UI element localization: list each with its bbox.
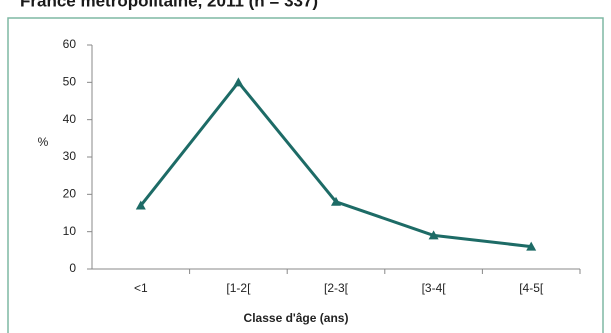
y-axis-title: % [38,135,49,149]
x-axis-title: Classe d'âge (ans) [244,311,349,325]
marker [331,196,341,206]
marker [526,241,537,251]
marker [135,200,146,210]
x-tick-label: [4-5[ [519,281,544,295]
y-tick-label: 60 [63,37,77,51]
x-tick-label: [2-3[ [324,281,349,295]
y-tick-label: 20 [63,187,77,201]
y-tick-label: 30 [63,149,77,163]
x-tick-label: [3-4[ [422,281,447,295]
y-tick-label: 10 [63,224,77,238]
y-tick-label: 40 [63,112,77,126]
x-tick-label: [1-2[ [226,281,251,295]
chart-frame [7,17,604,333]
y-tick-label: 0 [69,261,76,275]
marker [233,77,244,87]
chart-title: France métropolitaine, 2011 (n = 337) [20,0,318,10]
y-tick-label: 50 [63,75,77,89]
x-tick-label: <1 [134,281,148,295]
marker [428,230,439,240]
